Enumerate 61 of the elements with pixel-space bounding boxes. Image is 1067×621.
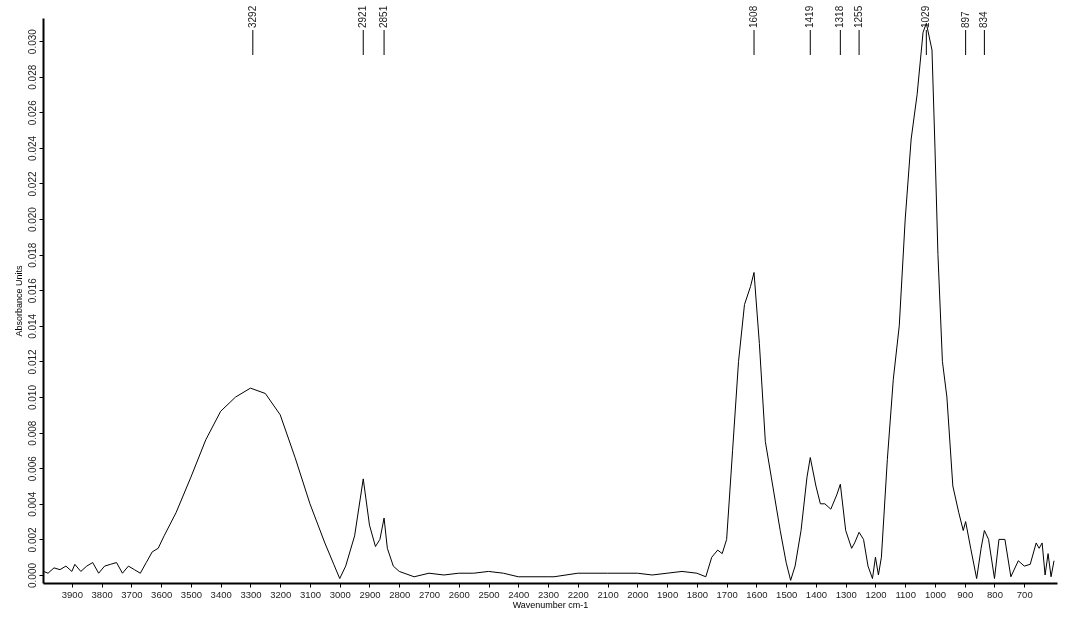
ref-line-label: 834 xyxy=(978,10,990,28)
x-tick-label: 2100 xyxy=(597,588,619,600)
x-tick-label: 2700 xyxy=(418,588,441,600)
x-tick-label: 1000 xyxy=(924,588,947,600)
x-tick-label: 3000 xyxy=(329,588,351,600)
x-tick-label: 3700 xyxy=(121,588,143,600)
x-tick-label: 1700 xyxy=(716,588,738,600)
y-tick-label: 0.016 xyxy=(26,277,38,304)
ref-line-label: 1255 xyxy=(853,5,865,28)
y-tick-label: 0.018 xyxy=(26,242,38,268)
ref-line-label: 1419 xyxy=(804,5,816,28)
y-tick-label: 0.006 xyxy=(26,455,38,482)
x-tick-label: 1500 xyxy=(776,588,798,600)
y-tick-label: 0.002 xyxy=(26,526,38,553)
ref-line-label: 3292 xyxy=(246,5,258,28)
x-tick-label: 3400 xyxy=(210,588,232,600)
x-tick-label: 2300 xyxy=(538,588,560,600)
y-tick-label: 0.022 xyxy=(26,171,38,197)
y-tick-label: 0.030 xyxy=(26,28,38,55)
ref-line-label: 1608 xyxy=(748,5,760,28)
y-axis-title: Absorbance Units xyxy=(13,264,24,337)
x-tick-label: 1800 xyxy=(686,588,708,600)
y-tick-label: 0.000 xyxy=(26,562,38,589)
x-tick-label: 1600 xyxy=(746,588,768,600)
y-tick-label: 0.014 xyxy=(26,313,38,339)
x-tick-label: 3200 xyxy=(270,588,292,600)
x-tick-label: 1100 xyxy=(895,588,916,600)
y-tick-label: 0.008 xyxy=(26,420,38,446)
x-tick-label: 800 xyxy=(987,588,1003,600)
ref-line-label: 1318 xyxy=(834,5,846,28)
x-tick-label: 2500 xyxy=(478,588,500,600)
ref-line-label: 1029 xyxy=(920,5,932,28)
x-tick-label: 3500 xyxy=(180,588,202,600)
y-tick-label: 0.024 xyxy=(26,135,38,161)
x-tick-label: 2900 xyxy=(359,588,381,600)
x-tick-label: 3300 xyxy=(240,588,262,600)
x-tick-label: 1900 xyxy=(657,588,679,600)
x-tick-label: 1400 xyxy=(805,588,827,600)
ref-line-label: 2851 xyxy=(378,5,390,28)
x-tick-label: 2200 xyxy=(567,588,589,600)
y-tick-label: 0.028 xyxy=(26,64,38,90)
x-tick-label: 1300 xyxy=(835,588,857,600)
x-axis-title: Wavenumber cm-1 xyxy=(512,600,589,610)
x-tick-label: 3100 xyxy=(299,588,322,600)
x-tick-label: 1200 xyxy=(865,588,887,600)
x-tick-label: 2600 xyxy=(448,588,470,600)
y-tick-label: 0.020 xyxy=(26,206,38,233)
x-tick-label: 3800 xyxy=(91,588,113,600)
y-tick-label: 0.010 xyxy=(26,384,38,411)
ref-line-label: 897 xyxy=(959,10,971,28)
x-tick-label: 3900 xyxy=(61,588,83,600)
y-tick-label: 0.004 xyxy=(26,491,38,517)
ref-line-label: 2921 xyxy=(357,5,369,28)
x-tick-label: 2800 xyxy=(389,588,411,600)
x-tick-label: 700 xyxy=(1016,588,1033,600)
y-tick-label: 0.012 xyxy=(26,349,38,375)
x-tick-label: 2400 xyxy=(508,588,530,600)
x-tick-label: 2000 xyxy=(627,588,649,600)
x-tick-label: 900 xyxy=(957,588,974,600)
x-tick-label: 3600 xyxy=(151,588,173,600)
y-tick-label: 0.026 xyxy=(26,99,38,126)
